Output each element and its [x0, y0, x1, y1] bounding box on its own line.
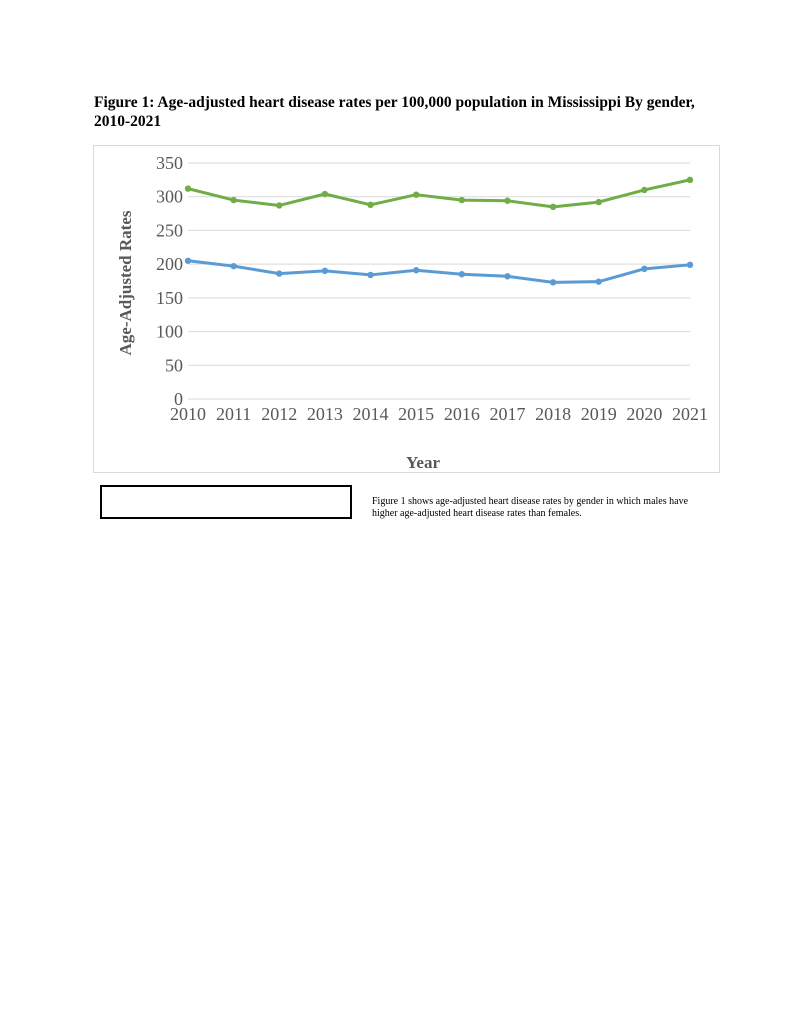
x-tick-label: 2015 — [398, 404, 434, 424]
x-tick-label: 2012 — [261, 404, 297, 424]
data-point — [595, 198, 602, 206]
series-line — [186, 178, 692, 209]
data-point — [184, 185, 192, 192]
y-tick-label: 50 — [165, 355, 183, 375]
x-tick-label: 2021 — [672, 404, 708, 424]
data-point — [504, 197, 511, 204]
figure-title: Figure 1: Age-adjusted heart disease rat… — [94, 94, 695, 130]
data-point — [367, 271, 374, 279]
y-tick-labels: 0 50 100 150 200 250 300 350 — [156, 153, 183, 409]
x-tick-label: 2014 — [353, 404, 389, 424]
data-point — [412, 267, 420, 274]
data-point — [230, 262, 237, 270]
data-point — [321, 267, 329, 275]
x-tick-label: 2011 — [216, 404, 251, 424]
data-point — [504, 273, 511, 280]
data-point — [549, 203, 557, 211]
data-point — [549, 279, 557, 286]
data-point — [184, 257, 192, 264]
data-point — [686, 176, 694, 184]
data-point — [458, 271, 466, 278]
y-tick-label: 100 — [156, 322, 183, 342]
data-point — [412, 191, 420, 198]
data-point — [686, 261, 694, 269]
x-tick-label: 2016 — [444, 404, 480, 424]
y-tick-label: 0 — [174, 389, 183, 409]
y-tick-label: 350 — [156, 153, 183, 173]
chart-frame: 0 50 100 150 200 250 300 350 2010 2011 2012 2013 20… — [93, 145, 720, 473]
y-tick-label: 300 — [156, 187, 183, 207]
series-1 — [184, 176, 694, 211]
data-point — [321, 190, 329, 198]
x-tick-label: 2010 — [170, 404, 206, 424]
series-lines — [184, 176, 694, 286]
data-point — [276, 202, 283, 209]
x-axis-label: Year — [406, 453, 440, 472]
legend-box — [100, 485, 352, 519]
y-tick-label: 150 — [156, 288, 183, 308]
data-point — [276, 270, 283, 277]
gridlines — [188, 162, 690, 400]
data-point — [641, 186, 648, 194]
data-point — [595, 278, 602, 285]
x-tick-label: 2018 — [535, 404, 571, 424]
data-point — [367, 201, 374, 209]
x-tick-labels: 2010 2011 2012 2013 2014 2015 2016 2017 2018 2019… — [170, 404, 708, 424]
y-tick-label: 200 — [156, 254, 183, 274]
data-point — [458, 196, 466, 204]
x-tick-label: 2017 — [489, 404, 525, 424]
x-tick-label: 2020 — [626, 404, 662, 424]
series-2 — [184, 257, 694, 286]
x-tick-label: 2019 — [581, 404, 617, 424]
series-line — [186, 259, 692, 284]
figure-caption: Figure 1 shows age-adjusted heart diseas… — [372, 496, 689, 519]
data-point — [230, 196, 237, 204]
x-tick-label: 2013 — [307, 404, 343, 424]
y-axis-label: Age-Adjusted Rates — [116, 210, 135, 355]
y-tick-label: 250 — [156, 220, 183, 240]
data-point — [641, 265, 648, 273]
